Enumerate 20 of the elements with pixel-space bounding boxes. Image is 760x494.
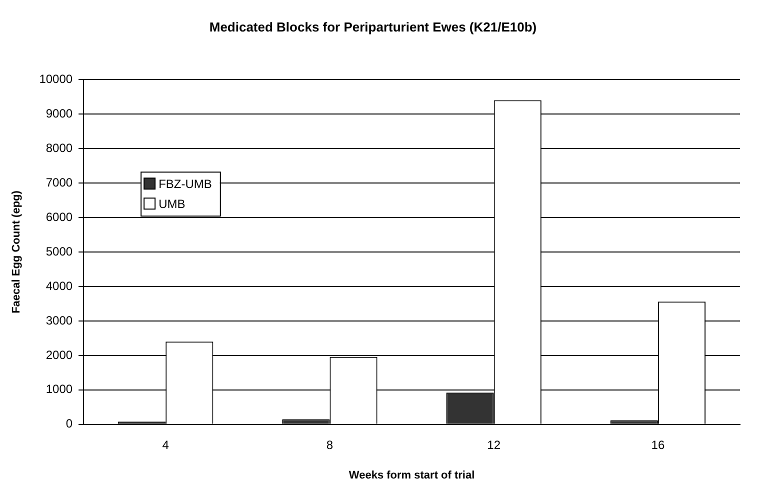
y-tick-label: 6000 bbox=[46, 210, 73, 224]
y-tick-label: 3000 bbox=[46, 313, 73, 328]
y-tick-label: 8000 bbox=[46, 140, 73, 155]
x-axis-title: Weeks form start of trial bbox=[348, 469, 475, 482]
chart-title: Medicated Blocks for Periparturient Ewes (K21/E10b) bbox=[209, 19, 537, 34]
y-tick-label: 2000 bbox=[46, 348, 73, 362]
y-tick-label: 9000 bbox=[46, 106, 73, 120]
y-tick-label: 0 bbox=[66, 416, 73, 431]
legend-label: FBZ-UMB bbox=[158, 176, 212, 191]
y-tick-label: 4000 bbox=[46, 278, 73, 293]
y-axis-title: Faecal Egg Count (epg) bbox=[10, 190, 23, 314]
y-tick-label: 7000 bbox=[46, 175, 73, 190]
y-tick-label: 1000 bbox=[46, 382, 73, 396]
legend-label: UMB bbox=[158, 196, 186, 211]
x-tick-label: 8 bbox=[326, 438, 334, 452]
x-tick-label: 4 bbox=[162, 438, 170, 452]
y-tick-label: 5000 bbox=[46, 244, 73, 258]
x-tick-label: 12 bbox=[487, 438, 501, 452]
x-tick-label: 16 bbox=[651, 438, 665, 452]
y-tick-label: 10000 bbox=[39, 72, 73, 86]
